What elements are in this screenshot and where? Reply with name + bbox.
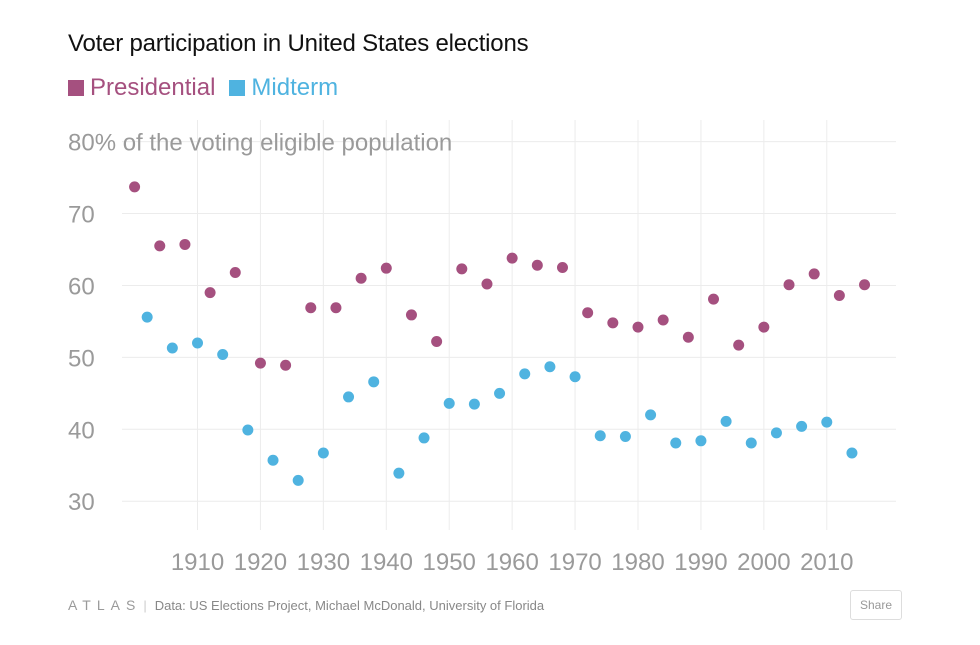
data-point-presidential[interactable] — [582, 307, 594, 319]
data-point-midterm[interactable] — [770, 427, 782, 439]
data-point-presidential[interactable] — [531, 259, 543, 271]
series-presidential — [129, 181, 871, 371]
data-point-presidential[interactable] — [305, 302, 317, 314]
data-point-presidential[interactable] — [431, 336, 443, 348]
x-tick-label: 1920 — [234, 549, 287, 576]
y-axis-labels: 30 40 50 60 70 80% of the voting eligible pop… — [68, 130, 452, 517]
x-tick-label: 2010 — [800, 549, 853, 576]
data-point-midterm[interactable] — [695, 435, 707, 447]
data-point-presidential[interactable] — [179, 238, 191, 250]
data-point-midterm[interactable] — [745, 437, 757, 449]
series-midterm — [141, 311, 858, 486]
data-point-midterm[interactable] — [796, 420, 808, 432]
share-button[interactable]: Share — [850, 590, 902, 620]
y-tick-label: 60 — [68, 273, 95, 300]
data-point-midterm[interactable] — [141, 311, 153, 323]
atlas-logo[interactable]: ATLAS — [68, 597, 142, 613]
data-point-presidential[interactable] — [405, 309, 417, 321]
data-point-presidential[interactable] — [355, 272, 367, 284]
data-point-presidential[interactable] — [456, 263, 468, 275]
x-axis-labels: 1910 1920 1930 1940 1950 1960 1970 1980 1990 2000… — [171, 549, 854, 576]
x-tick-label: 1990 — [674, 549, 727, 576]
footer-separator: | — [143, 597, 147, 613]
y-tick-label: 70 — [68, 202, 95, 229]
data-point-presidential[interactable] — [682, 331, 694, 343]
data-point-midterm[interactable] — [292, 474, 304, 486]
y-tick-label: 80% of the voting eligible population — [68, 130, 452, 157]
legend-swatch-presidential — [68, 80, 84, 96]
data-point-presidential[interactable] — [330, 302, 342, 314]
data-point-midterm[interactable] — [720, 415, 732, 427]
chart-title: Voter participation in United States ele… — [68, 30, 529, 57]
data-point-midterm[interactable] — [544, 361, 556, 373]
data-point-midterm[interactable] — [619, 430, 631, 442]
x-tick-label: 1980 — [611, 549, 664, 576]
x-tick-label: 1960 — [485, 549, 538, 576]
data-point-midterm[interactable] — [393, 467, 405, 479]
data-point-midterm[interactable] — [569, 371, 581, 383]
data-point-presidential[interactable] — [129, 181, 141, 193]
data-point-midterm[interactable] — [317, 447, 329, 459]
data-point-presidential[interactable] — [657, 314, 669, 326]
data-point-midterm[interactable] — [192, 337, 204, 349]
y-tick-label: 50 — [68, 345, 95, 372]
data-point-presidential[interactable] — [506, 252, 518, 264]
data-point-midterm[interactable] — [267, 454, 279, 466]
x-tick-label: 1950 — [423, 549, 476, 576]
data-point-presidential[interactable] — [607, 317, 619, 329]
legend-swatch-midterm — [229, 80, 246, 96]
x-tick-label: 1930 — [297, 549, 350, 576]
data-point-midterm[interactable] — [166, 342, 178, 354]
y-tick-label: 40 — [68, 417, 95, 444]
data-point-presidential[interactable] — [481, 278, 493, 290]
legend: Presidential Midterm — [68, 74, 352, 102]
data-point-midterm[interactable] — [519, 368, 531, 380]
data-point-presidential[interactable] — [708, 293, 720, 305]
data-point-presidential[interactable] — [833, 290, 845, 302]
data-point-midterm[interactable] — [821, 416, 833, 428]
data-points — [129, 181, 871, 486]
data-point-midterm[interactable] — [594, 430, 606, 442]
x-tick-label: 1970 — [548, 549, 601, 576]
source-note: Data: US Elections Project, Michael McDo… — [154, 597, 545, 613]
data-point-midterm[interactable] — [443, 397, 455, 409]
legend-item-presidential[interactable]: Presidential — [68, 74, 215, 102]
data-point-presidential[interactable] — [758, 321, 770, 333]
data-point-presidential[interactable] — [254, 357, 266, 369]
legend-label-presidential: Presidential — [90, 74, 216, 101]
data-point-presidential[interactable] — [154, 240, 166, 252]
legend-label-midterm: Midterm — [251, 74, 339, 101]
data-point-midterm[interactable] — [242, 424, 254, 436]
data-point-midterm[interactable] — [418, 432, 430, 444]
data-point-midterm[interactable] — [645, 409, 657, 421]
data-point-presidential[interactable] — [783, 279, 795, 291]
data-point-presidential[interactable] — [280, 359, 292, 371]
data-point-presidential[interactable] — [556, 261, 568, 273]
data-point-midterm[interactable] — [494, 387, 506, 399]
footer: ATLAS | Data: US Elections Project, Mich… — [68, 597, 544, 613]
gridlines — [122, 120, 896, 530]
data-point-midterm[interactable] — [343, 391, 355, 403]
legend-item-midterm[interactable]: Midterm — [229, 74, 338, 102]
data-point-presidential[interactable] — [859, 279, 871, 291]
data-point-midterm[interactable] — [368, 376, 380, 388]
data-point-presidential[interactable] — [229, 266, 241, 278]
data-point-presidential[interactable] — [733, 339, 745, 351]
data-point-midterm[interactable] — [846, 447, 858, 459]
data-point-midterm[interactable] — [670, 437, 682, 449]
data-point-presidential[interactable] — [204, 287, 216, 299]
x-tick-label: 1910 — [171, 549, 224, 576]
data-point-presidential[interactable] — [380, 262, 392, 274]
y-tick-label: 30 — [68, 489, 95, 516]
data-point-midterm[interactable] — [468, 398, 480, 410]
data-point-presidential[interactable] — [808, 268, 820, 280]
x-tick-label: 2000 — [737, 549, 790, 576]
data-point-midterm[interactable] — [217, 348, 229, 360]
data-point-presidential[interactable] — [632, 321, 644, 333]
x-tick-label: 1940 — [360, 549, 413, 576]
